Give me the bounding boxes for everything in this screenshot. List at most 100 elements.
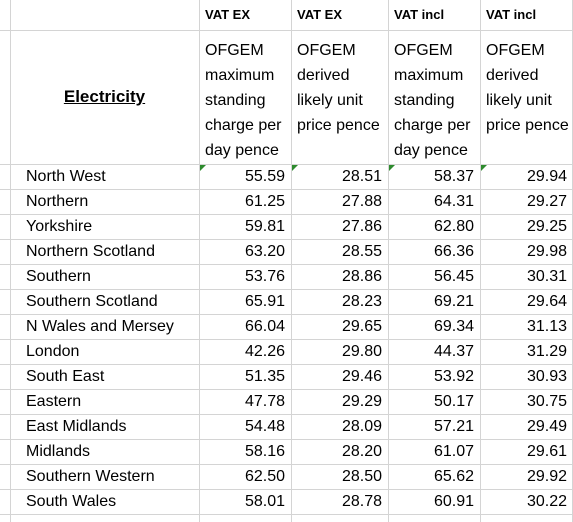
value-cell[interactable]: 29.27 [526,193,567,210]
value-cell[interactable]: 58.01 [244,493,285,510]
value-cell[interactable]: 51.35 [244,368,285,385]
value-cell[interactable]: 30.93 [526,368,567,385]
vat-label-3[interactable]: VAT incl [486,7,537,22]
value-cell[interactable]: 44.37 [433,343,474,360]
value-cell[interactable]: 29.65 [341,318,382,335]
grid-row-line [0,189,573,190]
value-cell[interactable]: 29.64 [526,293,567,310]
value-cell[interactable]: 28.55 [341,243,382,260]
region-cell[interactable]: London [26,343,80,360]
region-cell[interactable]: N Wales and Mersey [26,318,174,335]
column-header-3[interactable]: OFGEM derived likely unit price pence [486,42,569,134]
value-cell[interactable]: 66.04 [244,318,285,335]
region-cell[interactable]: Southern Western [26,468,155,485]
region-cell[interactable]: Yorkshire [26,218,93,235]
value-cell[interactable]: 28.23 [341,293,382,310]
value-cell[interactable]: 28.51 [341,168,382,185]
value-cell[interactable]: 56.45 [433,268,474,285]
region-cell[interactable]: Midlands [26,443,91,460]
region-cell[interactable]: South East [26,368,105,385]
value-cell[interactable]: 53.92 [433,368,474,385]
grid-column-line [480,0,481,522]
value-cell[interactable]: 31.13 [526,318,567,335]
grid-row-line [0,414,573,415]
electricity-title: Electricity [63,87,146,106]
value-cell[interactable]: 58.37 [433,168,474,185]
grid-row-line [0,239,573,240]
column-header-0[interactable]: OFGEM maximum standing charge per day pe… [205,42,282,159]
region-cell[interactable]: Northern [26,193,89,210]
region-cell[interactable]: Southern [26,268,91,285]
value-cell[interactable]: 60.91 [433,493,474,510]
grid-row-line [0,289,573,290]
value-cell[interactable]: 28.86 [341,268,382,285]
value-cell[interactable]: 47.78 [244,393,285,410]
value-cell[interactable]: 31.29 [526,343,567,360]
error-indicator-icon [200,165,206,171]
value-cell[interactable]: 30.75 [526,393,567,410]
value-cell[interactable]: 59.81 [244,218,285,235]
value-cell[interactable]: 50.17 [433,393,474,410]
grid-row-line [0,364,573,365]
value-cell[interactable]: 69.21 [433,293,474,310]
grid-column-line [388,0,389,522]
value-cell[interactable]: 29.80 [341,343,382,360]
value-cell[interactable]: 28.09 [341,418,382,435]
value-cell[interactable]: 54.48 [244,418,285,435]
value-cell[interactable]: 62.80 [433,218,474,235]
value-cell[interactable]: 62.50 [244,468,285,485]
value-cell[interactable]: 30.22 [526,493,567,510]
region-cell[interactable]: East Midlands [26,418,127,435]
grid-column-line [291,0,292,522]
value-cell[interactable]: 30.31 [526,268,567,285]
vat-label-0[interactable]: VAT EX [205,7,251,22]
grid-row-line [0,439,573,440]
value-cell[interactable]: 29.29 [341,393,382,410]
value-cell[interactable]: 29.25 [526,218,567,235]
value-cell[interactable]: 65.62 [433,468,474,485]
value-cell[interactable]: 28.50 [341,468,382,485]
value-cell[interactable]: 29.92 [526,468,567,485]
vat-label-1[interactable]: VAT EX [297,7,343,22]
value-cell[interactable]: 58.16 [244,443,285,460]
error-indicator-icon [389,165,395,171]
value-cell[interactable]: 29.61 [526,443,567,460]
value-cell[interactable]: 28.20 [341,443,382,460]
error-indicator-icon [292,165,298,171]
value-cell[interactable]: 61.25 [244,193,285,210]
region-cell[interactable]: South Wales [26,493,117,510]
grid-row-line [0,30,573,31]
region-cell[interactable]: Southern Scotland [26,293,158,310]
vat-label-2[interactable]: VAT incl [394,7,445,22]
value-cell[interactable]: 69.34 [433,318,474,335]
value-cell[interactable]: 28.78 [341,493,382,510]
value-cell[interactable]: 64.31 [433,193,474,210]
value-cell[interactable]: 55.59 [244,168,285,185]
value-cell[interactable]: 42.26 [244,343,285,360]
grid-row-line [0,514,573,515]
value-cell[interactable]: 27.86 [341,218,382,235]
value-cell[interactable]: 57.21 [433,418,474,435]
grid-row-line [0,314,573,315]
value-cell[interactable]: 63.20 [244,243,285,260]
value-cell[interactable]: 29.94 [526,168,567,185]
value-cell[interactable]: 27.88 [341,193,382,210]
grid-row-line [0,164,573,165]
grid-row-line [0,489,573,490]
grid-column-line [10,0,11,522]
grid-row-line [0,214,573,215]
column-header-2[interactable]: OFGEM maximum standing charge per day pe… [394,42,471,159]
grid-row-line [0,464,573,465]
value-cell[interactable]: 65.91 [244,293,285,310]
value-cell[interactable]: 53.76 [244,268,285,285]
region-cell[interactable]: Eastern [26,393,82,410]
value-cell[interactable]: 29.46 [341,368,382,385]
column-header-1[interactable]: OFGEM derived likely unit price pence [297,42,380,134]
region-cell[interactable]: Northern Scotland [26,243,155,260]
value-cell[interactable]: 61.07 [433,443,474,460]
region-cell[interactable]: North West [26,168,106,185]
value-cell[interactable]: 66.36 [433,243,474,260]
value-cell[interactable]: 29.49 [526,418,567,435]
value-cell[interactable]: 29.98 [526,243,567,260]
